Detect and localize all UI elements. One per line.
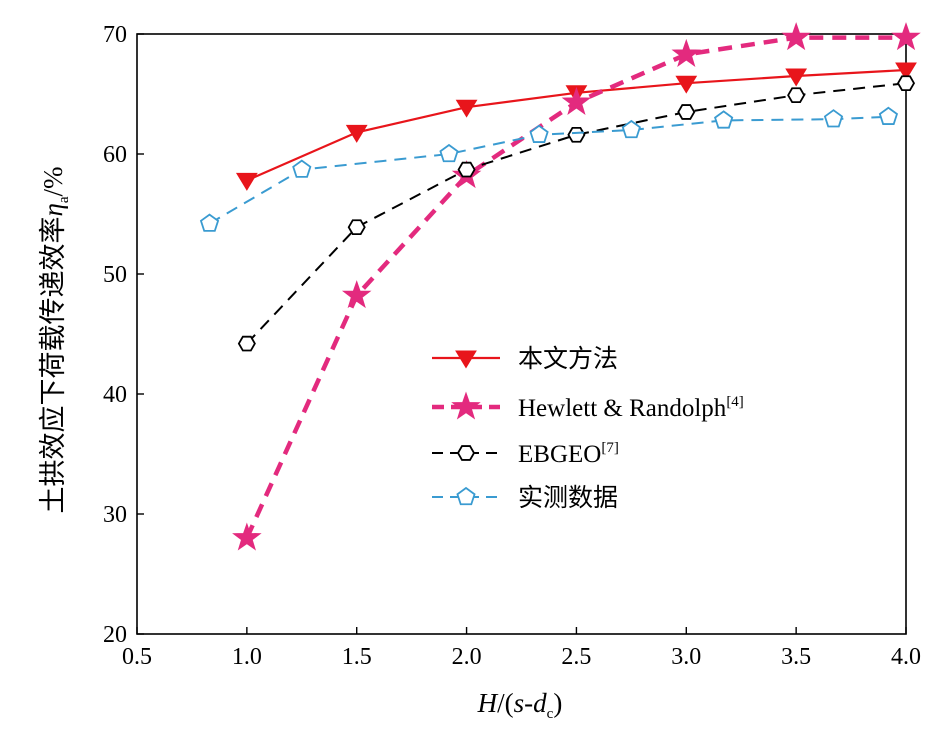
data-point bbox=[677, 104, 696, 120]
data-point bbox=[714, 110, 734, 129]
x-tick-label: 1.5 bbox=[342, 644, 372, 670]
data-point bbox=[561, 86, 592, 115]
legend-marker bbox=[456, 445, 476, 461]
data-point bbox=[232, 522, 262, 551]
series-line bbox=[246, 82, 907, 345]
legend-item: 本文方法 bbox=[432, 345, 618, 373]
legend-marker bbox=[451, 391, 481, 420]
data-point bbox=[345, 124, 368, 143]
data-point bbox=[347, 219, 366, 236]
series-line bbox=[209, 115, 889, 225]
y-tick-label: 50 bbox=[103, 262, 127, 288]
data-point bbox=[823, 109, 844, 128]
y-tick-label: 30 bbox=[103, 502, 127, 528]
data-point bbox=[439, 143, 459, 163]
x-tick-label: 2.0 bbox=[452, 644, 482, 670]
series-2 bbox=[237, 75, 916, 352]
x-tick-label: 0.5 bbox=[122, 644, 152, 670]
legend-label: EBGEO[7] bbox=[518, 440, 619, 468]
y-tick-label: 60 bbox=[103, 142, 127, 168]
data-point bbox=[895, 62, 917, 81]
legend-label: 实测数据 bbox=[518, 484, 618, 512]
data-point bbox=[235, 172, 258, 191]
legend-item: EBGEO[7] bbox=[432, 440, 619, 468]
y-tick-label: 20 bbox=[103, 622, 127, 648]
data-point bbox=[199, 213, 220, 232]
data-point bbox=[671, 38, 702, 67]
legend: 本文方法 Hewlett & Randolph[4] EBGEO[7] 实测数据 bbox=[432, 345, 744, 512]
y-tick-label: 40 bbox=[103, 382, 127, 408]
data-point bbox=[457, 161, 476, 178]
data-point bbox=[675, 75, 698, 94]
series-0 bbox=[235, 62, 917, 191]
legend-label: Hewlett & Randolph[4] bbox=[518, 394, 744, 422]
data-point bbox=[781, 22, 811, 51]
y-axis-label: 土拱效应下荷载传递效率ηa/% bbox=[38, 166, 72, 513]
legend-item: Hewlett & Randolph[4] bbox=[432, 391, 744, 422]
data-point bbox=[785, 68, 808, 87]
data-point bbox=[621, 119, 641, 139]
x-tick-label: 2.5 bbox=[561, 644, 591, 670]
plot-frame bbox=[136, 33, 907, 635]
data-point bbox=[455, 99, 478, 118]
series-1 bbox=[232, 22, 921, 551]
y-tick-label: 70 bbox=[103, 22, 127, 48]
legend-marker bbox=[456, 486, 476, 506]
data-point bbox=[567, 126, 586, 143]
data-point bbox=[341, 280, 372, 309]
x-tick-label: 4.0 bbox=[891, 644, 921, 670]
legend-item: 实测数据 bbox=[432, 484, 618, 512]
x-tick-label: 1.0 bbox=[232, 644, 262, 670]
x-tick-label: 3.5 bbox=[781, 644, 811, 670]
x-axis-label: H/(s-dc) bbox=[477, 688, 563, 722]
series-3 bbox=[199, 106, 899, 232]
data-point bbox=[237, 335, 256, 352]
x-tick-label: 3.0 bbox=[671, 644, 701, 670]
data-point bbox=[787, 87, 806, 104]
data-point bbox=[292, 159, 312, 178]
data-point bbox=[529, 124, 549, 143]
data-point bbox=[891, 22, 921, 51]
legend-marker bbox=[455, 350, 477, 369]
data-point bbox=[878, 106, 899, 125]
data-point bbox=[896, 75, 916, 92]
legend-label: 本文方法 bbox=[518, 345, 618, 373]
